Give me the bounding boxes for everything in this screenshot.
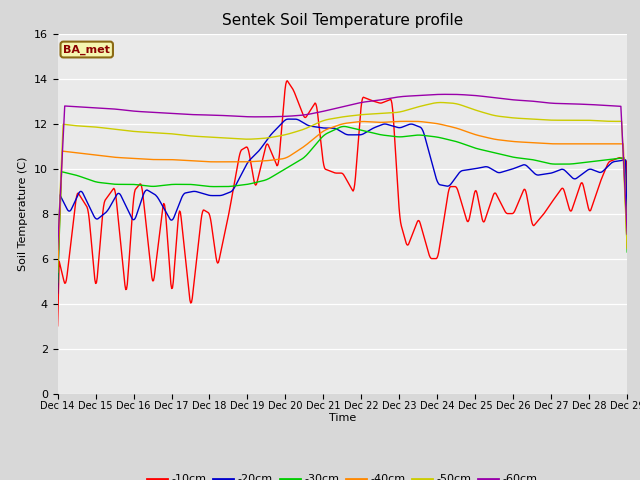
Legend: -10cm, -20cm, -30cm, -40cm, -50cm, -60cm: -10cm, -20cm, -30cm, -40cm, -50cm, -60cm [143, 470, 542, 480]
Title: Sentek Soil Temperature profile: Sentek Soil Temperature profile [222, 13, 463, 28]
Y-axis label: Soil Temperature (C): Soil Temperature (C) [18, 156, 28, 271]
Text: BA_met: BA_met [63, 44, 110, 55]
X-axis label: Time: Time [329, 413, 356, 422]
